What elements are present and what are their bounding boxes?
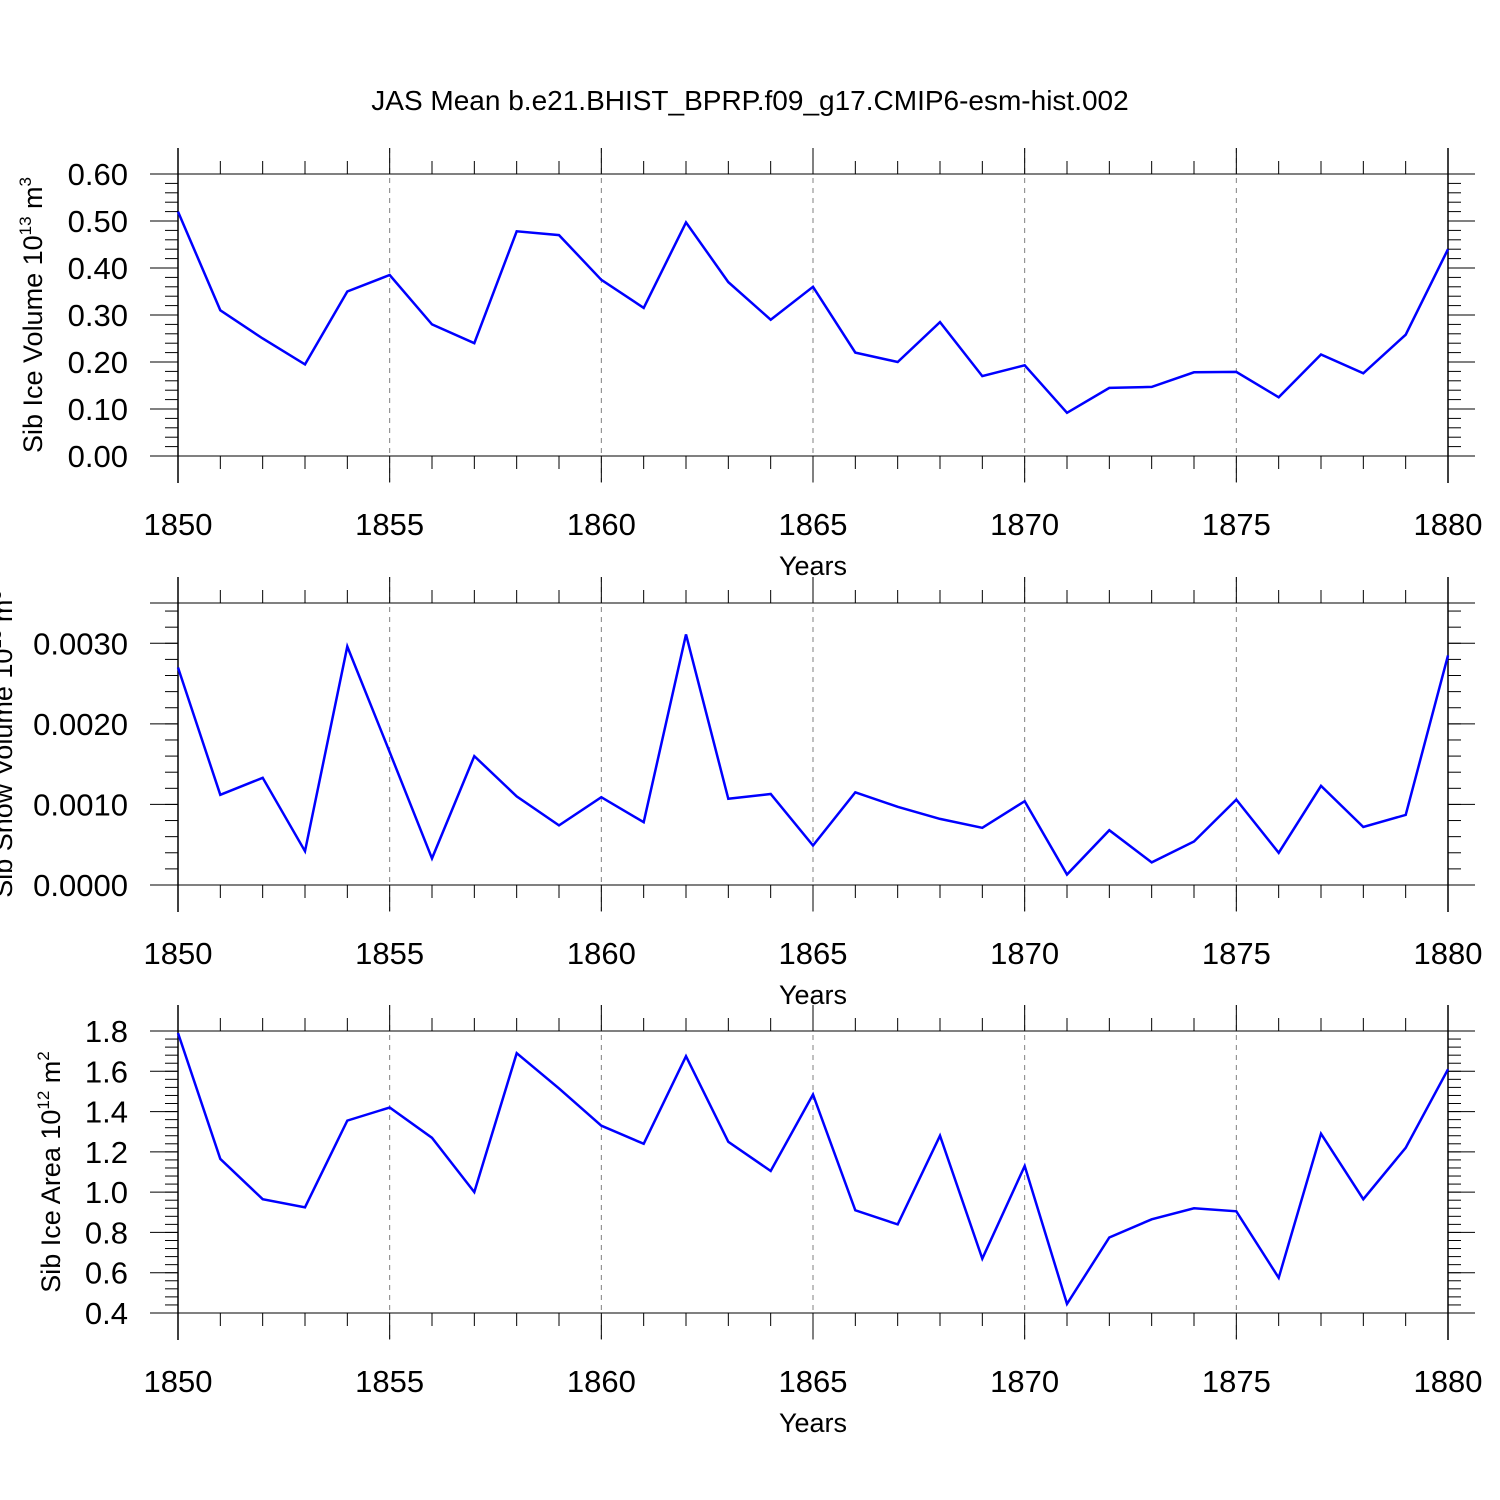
y-axis-label-unit-exponent: 3 bbox=[16, 177, 35, 186]
y-tick-label: 0.40 bbox=[68, 251, 128, 286]
y-axis-label-main: Sib Ice Area 10 bbox=[36, 1110, 66, 1293]
panel-ice-area: 0.4 0.6 0.8 1.0 1.2 1.4 1.6 1.8 1850 1855 1860 1865… bbox=[34, 1005, 1482, 1438]
x-tick-label: 1855 bbox=[355, 936, 424, 971]
y-tick-label: 0.20 bbox=[68, 345, 128, 380]
x-tick-label: 1860 bbox=[567, 1364, 636, 1399]
y-tick-label: 0.0010 bbox=[33, 787, 128, 822]
y-axis-label-unit-exponent: 3 bbox=[0, 590, 5, 599]
panel-snow-volume: 0.0000 0.0010 0.0020 0.0030 1850 1855 1860 1865… bbox=[0, 577, 1482, 1010]
x-tick-label: 1880 bbox=[1414, 507, 1483, 542]
y-axis-label-exponent: 13 bbox=[0, 630, 5, 649]
x-tick-label: 1865 bbox=[779, 507, 848, 542]
y-tick-label: 1.6 bbox=[85, 1054, 128, 1089]
panel-ice-volume: 0.00 0.10 0.20 0.30 0.40 0.50 0.60 1850 1855 1860… bbox=[16, 148, 1482, 581]
y-tick-label: 1.2 bbox=[85, 1135, 128, 1170]
x-tick-label: 1880 bbox=[1414, 1364, 1483, 1399]
x-tick-label: 1860 bbox=[567, 936, 636, 971]
x-tick-label: 1880 bbox=[1414, 936, 1483, 971]
y-tick-label: 0.6 bbox=[85, 1256, 128, 1291]
y-axis-label-unit: m bbox=[0, 600, 18, 630]
x-tick-label: 1875 bbox=[1202, 1364, 1271, 1399]
x-tick-label: 1870 bbox=[990, 1364, 1059, 1399]
y-axis-label-unit: m bbox=[18, 186, 48, 216]
y-tick-label: 0.00 bbox=[68, 439, 128, 474]
y-axis-label: Sib Snow Volume 1013 m3 bbox=[0, 590, 18, 898]
y-tick-label: 1.4 bbox=[85, 1095, 128, 1130]
x-tick-label: 1850 bbox=[144, 936, 213, 971]
series-line bbox=[176, 211, 1450, 415]
x-tick-label: 1855 bbox=[355, 1364, 424, 1399]
y-tick-label: 0.8 bbox=[85, 1215, 128, 1250]
y-tick-label: 0.0020 bbox=[33, 707, 128, 742]
y-tick-label: 0.10 bbox=[68, 392, 128, 427]
y-axis-label-exponent: 13 bbox=[16, 216, 35, 235]
y-tick-label: 0.4 bbox=[85, 1296, 128, 1331]
x-tick-label: 1870 bbox=[990, 507, 1059, 542]
x-tick-label: 1850 bbox=[144, 507, 213, 542]
x-tick-label: 1870 bbox=[990, 936, 1059, 971]
y-tick-label: 0.60 bbox=[68, 157, 128, 192]
y-tick-label: 0.0000 bbox=[33, 868, 128, 903]
x-tick-label: 1860 bbox=[567, 507, 636, 542]
x-axis-label: Years bbox=[779, 551, 847, 581]
y-tick-label: 0.30 bbox=[68, 298, 128, 333]
x-axis-label: Years bbox=[779, 1408, 847, 1438]
x-tick-label: 1850 bbox=[144, 1364, 213, 1399]
y-axis-label-unit-exponent: 2 bbox=[34, 1051, 53, 1060]
series-line bbox=[176, 1032, 1450, 1307]
figure-title: JAS Mean b.e21.BHIST_BPRP.f09_g17.CMIP6-… bbox=[371, 85, 1128, 116]
x-tick-label: 1875 bbox=[1202, 507, 1271, 542]
y-axis-label-main: Sib Ice Volume 10 bbox=[18, 235, 48, 453]
y-axis-label: Sib Ice Area 1012 m2 bbox=[34, 1051, 66, 1293]
y-axis-label: Sib Ice Volume 1013 m3 bbox=[16, 177, 48, 453]
x-tick-label: 1865 bbox=[779, 1364, 848, 1399]
x-tick-label: 1855 bbox=[355, 507, 424, 542]
y-axis-label-unit: m bbox=[36, 1061, 66, 1091]
x-tick-label: 1875 bbox=[1202, 936, 1271, 971]
y-tick-label: 0.50 bbox=[68, 204, 128, 239]
series-line bbox=[176, 634, 1450, 877]
x-tick-label: 1865 bbox=[779, 936, 848, 971]
y-tick-label: 1.8 bbox=[85, 1014, 128, 1049]
y-tick-label: 0.0030 bbox=[33, 626, 128, 661]
y-tick-label: 1.0 bbox=[85, 1175, 128, 1210]
y-axis-label-exponent: 12 bbox=[34, 1091, 53, 1110]
y-axis-label-main: Sib Snow Volume 10 bbox=[0, 649, 18, 898]
